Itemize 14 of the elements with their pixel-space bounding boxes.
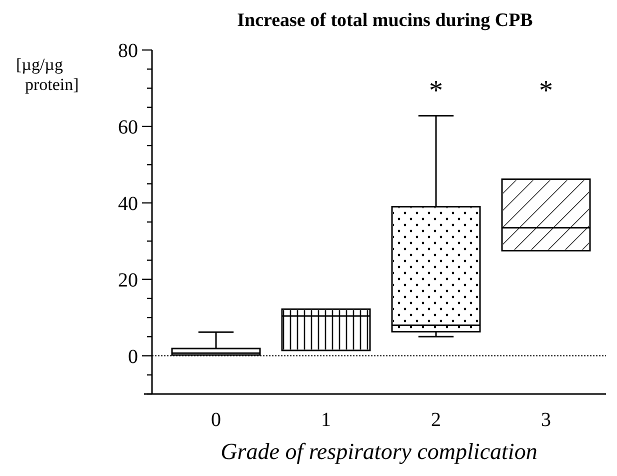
y-tick-label: 60 bbox=[118, 116, 138, 138]
y-axis-title: [µg/µg protein] bbox=[16, 55, 79, 94]
annotation: * bbox=[429, 76, 443, 107]
y-tick-label: 20 bbox=[118, 269, 138, 292]
annotation: * bbox=[539, 76, 553, 107]
x-tick-label: 3 bbox=[541, 409, 551, 431]
x-axis-title: Grade of respiratory complication bbox=[220, 439, 538, 464]
y-tick-label: 40 bbox=[118, 192, 138, 215]
y-tick-label: 80 bbox=[118, 40, 138, 62]
chart-title: Increase of total mucins during CPB bbox=[237, 10, 534, 31]
x-tick-label: 2 bbox=[431, 409, 441, 431]
y-tick-label: 0 bbox=[128, 346, 138, 368]
x-tick-label: 1 bbox=[321, 409, 331, 431]
x-tick-label: 0 bbox=[211, 409, 221, 431]
